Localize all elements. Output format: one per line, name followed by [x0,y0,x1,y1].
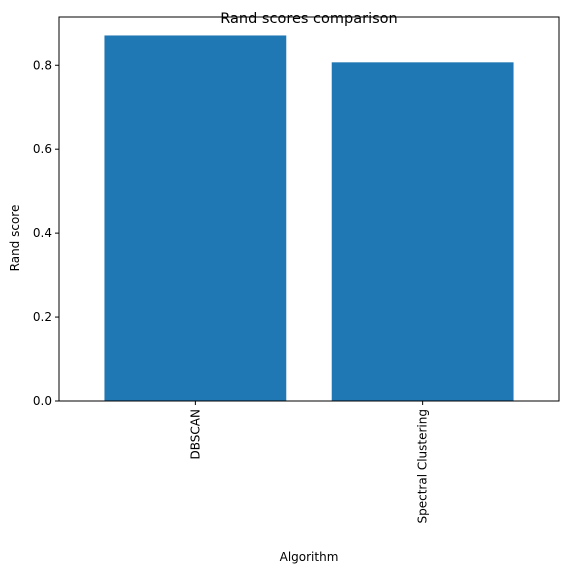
chart-title: Rand scores comparison [220,11,397,27]
y-tick-label: 0.0 [33,394,52,408]
x-axis-label: Algorithm [280,550,339,564]
y-tick-label: 0.8 [33,58,52,72]
bar-spectral-clustering [331,62,514,402]
x-axis-ticks: DBSCAN Spectral Clustering [188,401,430,524]
y-tick-label: 0.6 [33,142,52,156]
y-tick-label: 0.4 [33,226,52,240]
y-tick-label: 0.2 [33,310,52,324]
y-axis-ticks: 0.0 0.2 0.4 0.6 0.8 [33,58,59,408]
bars-layer [104,35,514,402]
x-tick-label: Spectral Clustering [416,409,430,524]
plot-frame [58,16,560,402]
x-tick-label: DBSCAN [188,409,202,459]
y-axis-label: Rand score [8,205,22,272]
bar-dbscan [104,35,287,401]
